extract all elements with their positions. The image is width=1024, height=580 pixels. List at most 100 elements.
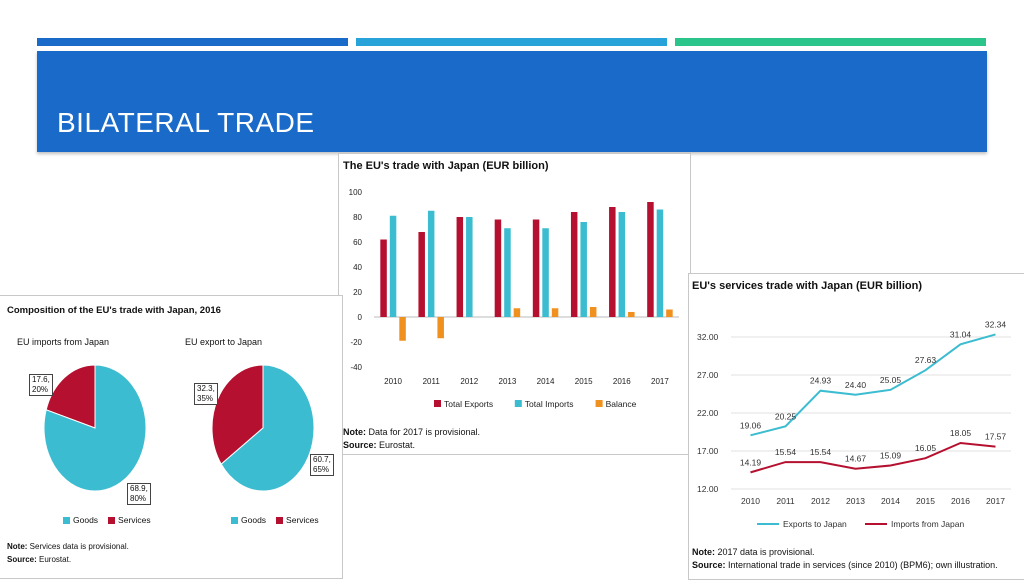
legend-label: Balance (606, 399, 637, 409)
services-swatch (108, 516, 116, 524)
composition-panel: Composition of the EU's trade with Japan… (0, 295, 343, 579)
goods-swatch (231, 516, 238, 524)
imports-services-label: 17.6, 20% (29, 374, 53, 396)
composition-title: Composition of the EU's trade with Japan… (7, 305, 221, 316)
bar-total-exports (570, 212, 578, 317)
bar-total-exports (456, 217, 464, 317)
data-label: 27.63 (915, 355, 937, 365)
exports-pie-legend: Goods Services (231, 515, 329, 525)
data-label: 14.19 (740, 457, 762, 467)
data-label: 15.09 (880, 451, 902, 461)
x-tick-label: 2010 (384, 377, 402, 386)
pie-slice-goods (43, 364, 147, 492)
x-tick-label: 2014 (537, 377, 555, 386)
data-label: 32.34 (985, 319, 1007, 329)
bar-total-exports (532, 219, 540, 317)
bar-total-exports (609, 207, 616, 317)
legend-services: Services (108, 515, 151, 525)
pie-slice-services (45, 364, 96, 429)
bar-balance (628, 312, 635, 317)
exports-pie-subtitle: EU export to Japan (185, 337, 263, 347)
x-tick-label: 2012 (811, 496, 830, 506)
pie-slice-goods (220, 364, 315, 492)
x-tick-label: 2015 (916, 496, 935, 506)
bar-total-imports (466, 217, 473, 317)
x-tick-label: 2013 (846, 496, 865, 506)
legend-goods: Goods (63, 515, 98, 525)
bar-balance (666, 309, 673, 317)
composition-pie-charts (43, 364, 315, 492)
y-tick-label: 32.00 (697, 332, 719, 342)
trade-source-label: Source: (343, 440, 377, 450)
services-chart-note: Note: 2017 data is provisional. Source: … (692, 546, 998, 572)
x-tick-label: 2017 (986, 496, 1005, 506)
slide-title: BILATERAL TRADE (57, 107, 315, 138)
services-line-chart: 32.00 27.00 22.00 17.00 12.00 2010 2011 2012 201… (697, 319, 1011, 529)
exports-services-label: 32.3, 35% (194, 383, 218, 405)
trade-chart-note: Note: Data for 2017 is provisional. Sour… (343, 426, 480, 452)
x-tick-label: 2015 (575, 377, 593, 386)
trade-chart-panel: The EU's trade with Japan (EUR billion) … (338, 153, 691, 455)
composition-source-label: Source: (7, 555, 37, 564)
trade-note-text: Data for 2017 is provisional. (366, 427, 481, 437)
bar-total-imports (504, 228, 511, 317)
y-tick-label: 27.00 (697, 370, 719, 380)
bar-total-imports (427, 210, 435, 317)
bar-total-exports (647, 202, 654, 317)
trade-note-label: Note: (343, 427, 366, 437)
bar-total-imports (656, 209, 664, 317)
exports-goods-label: 60.7, 65% (310, 454, 334, 476)
y-tick-label: 100 (349, 188, 363, 197)
x-tick-label: 2012 (460, 377, 478, 386)
legend-label: Total Imports (525, 399, 574, 409)
data-label: 25.05 (880, 375, 902, 385)
x-tick-label: 2010 (741, 496, 760, 506)
legend-label: Imports from Japan (891, 519, 964, 529)
bar-total-exports (380, 239, 387, 317)
bar-balance (437, 317, 444, 339)
services-chart-title: EU's services trade with Japan (EUR bill… (692, 280, 923, 292)
y-tick-label: 20 (353, 288, 362, 297)
y-tick-label: 40 (353, 263, 362, 272)
data-label: 18.05 (950, 428, 972, 438)
accent-stripe-blue (37, 38, 348, 46)
services-source-label: Source: (692, 560, 726, 570)
y-tick-label: 0 (358, 313, 363, 322)
y-tick-label: -20 (350, 338, 362, 347)
trade-chart-title: The EU's trade with Japan (EUR billion) (343, 160, 549, 172)
x-tick-label: 2013 (499, 377, 517, 386)
data-label: 20.25 (775, 411, 797, 421)
accent-stripe-green (675, 38, 986, 46)
bar-total-imports (542, 228, 549, 317)
y-tick-label: 22.00 (697, 408, 719, 418)
imports-pie-legend: Goods Services (63, 515, 161, 525)
bar-balance (513, 308, 521, 317)
services-chart-panel: EU's services trade with Japan (EUR bill… (688, 273, 1024, 580)
legend-swatch (434, 400, 441, 407)
data-label: 24.40 (845, 380, 867, 390)
bar-total-imports (580, 222, 587, 317)
legend-swatch (595, 400, 603, 407)
legend-goods-label: Goods (73, 515, 99, 525)
services-source-text: International trade in services (since 2… (725, 560, 998, 570)
data-label: 17.57 (985, 432, 1007, 442)
bar-total-exports (494, 219, 502, 317)
composition-source-text: Eurostat. (36, 555, 72, 564)
pie-slice-services (211, 364, 264, 465)
data-label: 15.54 (810, 447, 832, 457)
bar-total-exports (418, 232, 425, 317)
y-tick-label: 17.00 (697, 446, 719, 456)
bar-balance (551, 308, 559, 317)
bar-balance (589, 307, 597, 317)
data-label: 16.05 (915, 443, 937, 453)
y-tick-label: -40 (350, 363, 362, 372)
data-label: 19.06 (740, 420, 762, 430)
services-note-label: Note: (692, 547, 715, 557)
composition-note: Note: Services data is provisional. Sour… (7, 540, 129, 566)
series-line-imports-from-japan (750, 441, 996, 474)
legend-services: Services (276, 515, 319, 525)
x-tick-label: 2014 (881, 496, 900, 506)
x-tick-label: 2016 (613, 377, 631, 386)
data-label: 14.67 (845, 454, 867, 464)
bar-total-imports (389, 215, 397, 317)
